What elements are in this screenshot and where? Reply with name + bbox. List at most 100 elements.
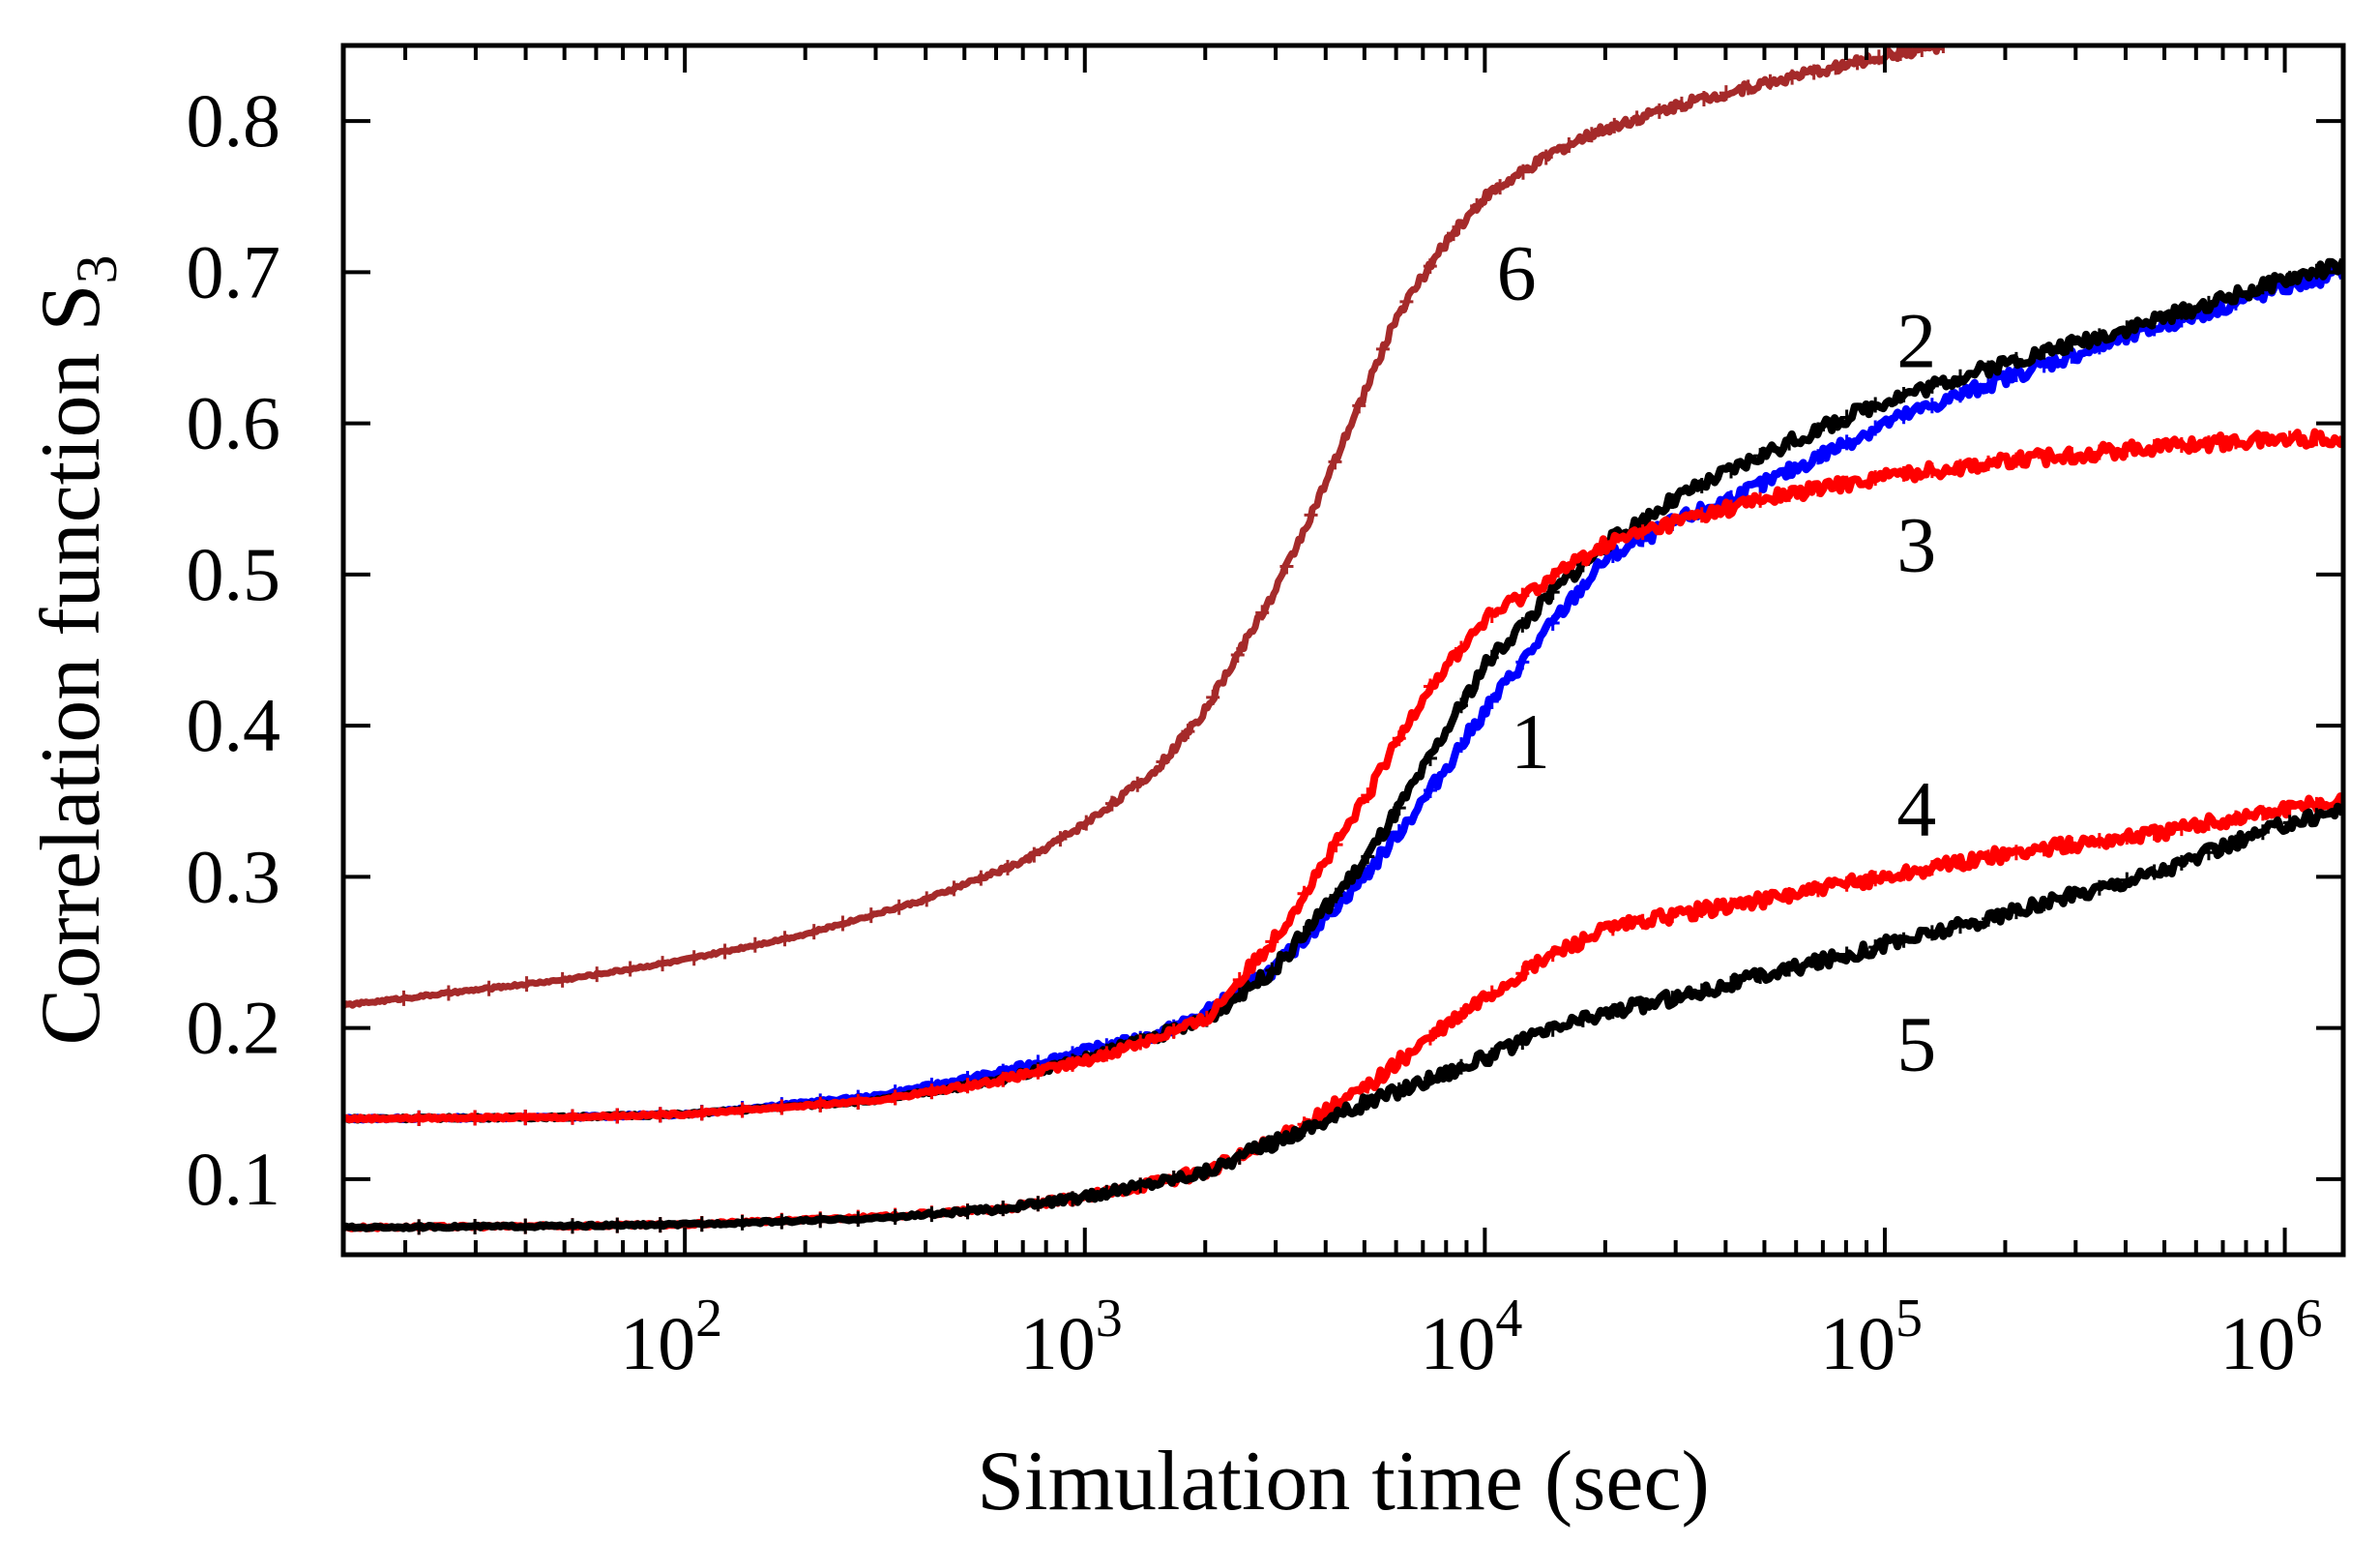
series-3-marker — [1423, 678, 1437, 695]
series-2-marker — [1232, 987, 1247, 1003]
series-3-marker — [888, 1089, 902, 1106]
series-3-marker — [1753, 491, 1768, 508]
series-5-marker — [1782, 961, 1797, 977]
series-3-marker — [1868, 470, 1883, 487]
series-4-marker — [1575, 932, 1590, 948]
series-6-marker — [807, 924, 821, 940]
series-3-marker — [1100, 1046, 1114, 1062]
series-3-marker — [1982, 455, 1996, 471]
series-3-marker — [1665, 515, 1680, 531]
series-3-marker — [1515, 587, 1530, 604]
series-3-marker — [1605, 534, 1620, 550]
series-label-4: 4 — [1896, 765, 1936, 853]
series-6-marker — [1607, 117, 1622, 134]
series-5-marker — [1545, 1021, 1560, 1037]
x-tick-label: 105 — [1820, 1289, 1923, 1385]
series-2-marker — [1810, 422, 1825, 438]
series-3-marker — [1454, 640, 1468, 657]
series-4-marker — [1515, 965, 1530, 982]
series-6-marker — [1894, 45, 1908, 62]
series-2-marker — [1839, 409, 1854, 426]
series-6-marker — [1470, 197, 1484, 214]
series-3-marker — [610, 1108, 625, 1124]
tick-layer — [343, 45, 2343, 1255]
series-3-marker — [2037, 449, 2051, 465]
series-5-marker — [518, 1218, 533, 1234]
series-5-marker — [1392, 1082, 1406, 1098]
series-6-marker — [920, 891, 934, 907]
series-6-marker — [1562, 136, 1576, 153]
series-5-marker — [1232, 1148, 1247, 1165]
series-3-marker — [2255, 431, 2270, 448]
series-6-marker — [343, 997, 350, 1014]
series-2-marker — [2092, 328, 2106, 344]
series-6-marker — [1423, 258, 1437, 275]
series-6-marker — [1000, 859, 1014, 875]
series-6-marker — [519, 976, 534, 993]
series-5-marker — [2009, 904, 2023, 920]
series-2-marker — [1484, 649, 1499, 666]
series-1-marker — [1810, 449, 1825, 465]
series-3-marker — [1694, 507, 1709, 523]
series-3-marker — [1575, 549, 1590, 566]
series-4-line — [343, 792, 2343, 1232]
series-5-marker — [468, 1218, 483, 1234]
series-2-marker — [1753, 448, 1768, 464]
series-5-marker — [1100, 1184, 1114, 1201]
series-5-marker — [1454, 1058, 1468, 1075]
series-label-2: 2 — [1896, 297, 1936, 385]
series-6-marker — [947, 880, 961, 897]
series-6-marker — [1674, 96, 1689, 112]
y-tick-label: 0.1 — [187, 1137, 281, 1221]
series-3-line — [343, 428, 2343, 1124]
series-1-line — [343, 263, 2343, 1124]
series-3-marker — [518, 1110, 533, 1126]
series-6-marker — [1328, 454, 1342, 470]
series-6-marker — [1279, 558, 1294, 575]
series-5-marker — [1954, 918, 1967, 935]
series-5-marker — [2309, 808, 2324, 824]
y-tick-label: 0.3 — [187, 834, 281, 918]
series-label-5: 5 — [1896, 999, 1936, 1087]
series-5-marker — [775, 1213, 789, 1230]
series-6-marker — [864, 907, 878, 924]
plot-frame — [340, 43, 2346, 1258]
series-2-marker — [2065, 336, 2079, 352]
series-5-marker — [735, 1214, 749, 1231]
series-2-marker — [1329, 887, 1343, 904]
series-3-marker — [343, 1111, 350, 1127]
series-3-marker — [2065, 447, 2079, 463]
series-4-marker — [1839, 875, 1854, 892]
series-layer — [343, 45, 2343, 1235]
series-3-marker — [851, 1093, 866, 1110]
series-6-marker — [1915, 45, 1929, 57]
series-2-marker — [2120, 320, 2134, 337]
series-4-marker — [2009, 845, 2023, 861]
series-5-marker — [1265, 1135, 1279, 1151]
series-6-marker — [1181, 724, 1195, 740]
series-3-marker — [996, 1071, 1011, 1087]
y-tick-label: 0.8 — [187, 78, 281, 163]
series-6-marker — [1630, 110, 1644, 127]
series-6-marker — [555, 971, 570, 988]
series-4-marker — [1724, 897, 1739, 913]
series-2-marker — [1665, 492, 1680, 509]
series-6-marker — [974, 870, 988, 886]
series-6-marker — [1230, 646, 1245, 663]
series-label-1: 1 — [1511, 697, 1550, 786]
series-2-marker — [2201, 295, 2216, 312]
series-2-marker — [1896, 387, 1911, 403]
y-tick-label: 0.6 — [187, 381, 281, 465]
series-6-marker — [441, 985, 455, 1001]
series-5-marker — [960, 1203, 975, 1220]
series-4-marker — [1392, 1053, 1406, 1070]
series-6-marker — [1696, 91, 1711, 107]
series-6-marker — [1352, 398, 1366, 414]
series-5-marker — [2201, 845, 2216, 861]
series-2-marker — [1694, 477, 1709, 493]
series-6-marker — [778, 931, 792, 947]
series-3-marker — [925, 1083, 939, 1100]
series-5-marker — [1166, 1171, 1181, 1187]
series-2-marker — [1454, 697, 1468, 714]
